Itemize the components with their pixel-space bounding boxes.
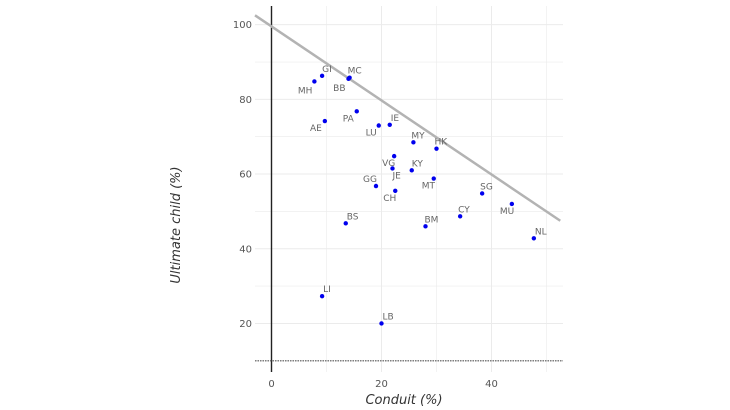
data-point-bm (423, 224, 428, 229)
x-tick-label: 0 (268, 379, 274, 390)
data-point-pa (354, 109, 359, 114)
data-point-lu (376, 123, 381, 128)
x-axis-title: Conduit (%) (365, 393, 442, 408)
data-point-cy (457, 214, 463, 219)
point-label-lb: LB (383, 312, 394, 322)
point-label-lu: LU (366, 129, 377, 139)
point-label-gg: GG (363, 175, 377, 185)
point-labels: GI MC MH BB PA AE LU IE MY HK VG JE KY MT GG CH SG MU CY BS… (298, 65, 547, 323)
point-label-my: MY (411, 131, 425, 141)
data-point-ch (393, 188, 398, 194)
point-label-bb: BB (333, 84, 345, 94)
data-point-lb (379, 321, 384, 326)
data-point-mh (312, 79, 317, 84)
data-points (312, 73, 537, 326)
data-point-ky (409, 168, 414, 173)
data-point-bs (343, 221, 348, 226)
tick-labels: 0 20 40 20 40 60 80 100 (233, 20, 498, 390)
data-point-nl (531, 236, 537, 241)
axes (255, 6, 563, 372)
x-tick-label: 20 (375, 379, 388, 390)
data-point-ae (322, 118, 328, 124)
data-point-je (390, 166, 395, 171)
point-label-ae: AE (310, 124, 322, 134)
point-label-pa: PA (343, 114, 355, 124)
reference-line-layer (254, 14, 561, 222)
point-label-ky: KY (412, 159, 424, 169)
y-tick-label: 100 (233, 20, 252, 31)
y-tick-label: 20 (239, 319, 252, 330)
point-label-nl: NL (535, 227, 547, 237)
data-point-vg (391, 153, 397, 159)
point-label-sg: SG (480, 182, 493, 192)
data-point-mu (509, 201, 515, 207)
point-label-mc: MC (348, 67, 362, 77)
data-point-mt (431, 176, 436, 181)
data-point-gg (373, 183, 379, 189)
data-point-li (319, 293, 325, 299)
point-label-mt: MT (422, 182, 436, 192)
y-tick-label: 40 (239, 244, 252, 255)
reference-line (254, 14, 561, 222)
point-label-bm: BM (425, 215, 439, 225)
grid-lines (255, 6, 563, 372)
point-label-bs: BS (347, 212, 359, 222)
data-point-sg (479, 191, 485, 196)
point-label-mu: MU (500, 207, 514, 217)
point-label-je: JE (392, 171, 402, 181)
point-label-vg: VG (382, 159, 395, 169)
y-tick-label: 60 (239, 170, 252, 181)
point-label-gi: GI (322, 65, 332, 75)
point-label-ch: CH (383, 194, 396, 204)
data-point-ie (387, 122, 392, 127)
y-axis-title: Ultimate child (%) (169, 166, 184, 283)
point-label-cy: CY (458, 205, 470, 215)
y-tick-label: 80 (239, 95, 252, 106)
point-label-li: LI (323, 285, 331, 295)
data-point-gi (319, 73, 325, 79)
x-tick-label: 40 (485, 379, 498, 390)
data-point-bb (346, 76, 351, 82)
data-point-my (411, 140, 416, 145)
data-point-hk (434, 146, 439, 151)
point-label-hk: HK (435, 138, 449, 148)
point-label-mh: MH (298, 86, 313, 96)
point-label-ie: IE (391, 114, 400, 124)
